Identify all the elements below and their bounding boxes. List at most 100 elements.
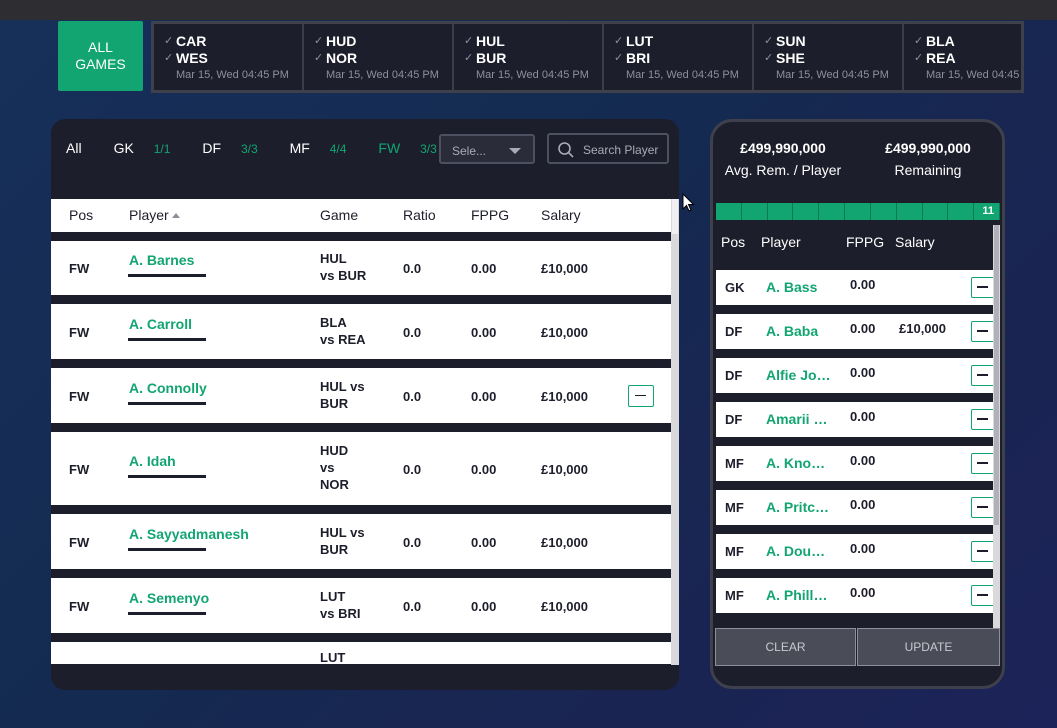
game-line: LUT [320,650,346,664]
player-name-link[interactable]: A. Connolly [129,379,207,396]
game-line: BLA [320,315,347,330]
clear-button[interactable]: CLEAR [715,628,856,666]
player-salary: £10,000 [541,324,588,340]
lineup-row[interactable]: MF A. Kno… 0.00 [716,446,993,481]
filter-fw[interactable]: FW 3/3 [378,140,452,156]
game-select-dropdown[interactable]: Sele... [439,134,535,164]
lineup-salary: £10,000 [899,321,946,336]
game-card[interactable]: ✓ HUL ✓ BUR Mar 15, Wed 04:45 PM [454,24,604,90]
lineup-player-link[interactable]: A. Phill… [766,587,828,603]
check-icon: ✓ [914,35,924,47]
lineup-scrollbar[interactable] [993,225,1000,628]
game-card[interactable]: ✓ SUN ✓ SHE Mar 15, Wed 04:45 PM [754,24,904,90]
player-name-link[interactable]: A. Semenyo [129,589,210,606]
check-icon: ✓ [314,52,324,64]
filter-gk[interactable]: GK 1/1 [114,140,187,156]
remove-lineup-player-button[interactable] [971,541,993,562]
player-name-link[interactable]: A. Sayyadmanesh [129,525,249,542]
col-fppg[interactable]: FPPG [471,207,510,223]
lineup-pos: DF [725,412,743,427]
lineup-fppg: 0.00 [850,497,876,512]
lineup-player-link[interactable]: A. Bass [766,279,818,295]
remove-lineup-player-button[interactable] [971,365,993,386]
update-button[interactable]: UPDATE [857,628,1000,666]
scrollbar-thumb[interactable] [672,199,678,234]
player-fppg: 0.00 [471,461,497,477]
remove-lineup-player-button[interactable] [971,321,993,342]
lineup-progress-segment [948,203,975,220]
filter-gk-label: GK [113,140,134,156]
remove-lineup-player-button[interactable] [971,497,993,518]
lineup-row[interactable]: DF Alfie Jo… 0.00 [716,358,993,393]
game-select-value: Sele... [452,144,487,158]
filter-all[interactable]: All [66,140,98,156]
player-pos: FW [69,598,90,614]
col-pos[interactable]: Pos [69,207,94,223]
col-salary[interactable]: Salary [541,207,581,223]
lineup-progress-bar: 11 [716,203,1000,220]
player-name-underline [128,274,206,277]
player-table-scrollbar[interactable] [671,199,679,665]
away-team-code: BRI [626,49,651,66]
game-line: NOR [320,477,349,492]
home-team-code: HUD [326,32,357,49]
remove-player-button[interactable] [628,384,654,407]
filter-fw-label: FW [378,140,401,156]
player-name-link[interactable]: A. Idah [129,452,176,469]
lineup-row[interactable]: MF A. Phill… 0.00 [716,578,993,613]
player-fppg: 0.00 [471,598,497,614]
game-away-team: ✓ NOR [314,49,452,66]
remove-lineup-player-button[interactable] [971,277,993,298]
chevron-down-icon [509,148,521,154]
game-card[interactable]: ✓ HUD ✓ NOR Mar 15, Wed 04:45 PM [304,24,454,90]
game-card[interactable]: ✓ LUT ✓ BRI Mar 15, Wed 04:45 PM [604,24,754,90]
table-row[interactable]: FW A. Barnes HUL vs BUR 0.0 0.00 £10,000 [51,241,671,295]
remove-lineup-player-button[interactable] [971,409,993,430]
lineup-scrollbar-thumb[interactable] [994,225,999,525]
lineup-row[interactable]: MF A. Dou… 0.00 [716,534,993,569]
table-row[interactable]: FW A. Connolly HUL vs BUR 0.0 0.00 £10,000 [51,368,671,423]
player-name-link[interactable]: A. Barnes [129,252,195,268]
lineup-player-link[interactable]: A. Kno… [766,455,826,471]
remove-lineup-player-button[interactable] [971,585,993,606]
filter-mf[interactable]: MF 4/4 [290,140,363,156]
col-ratio[interactable]: Ratio [403,207,436,223]
lineup-player-link[interactable]: A. Baba [766,323,819,339]
lineup-progress-segment [742,203,768,220]
search-player-input[interactable]: Search Player [547,133,669,164]
filter-df[interactable]: DF 3/3 [202,140,273,156]
lineup-row[interactable]: MF A. Pritc… 0.00 [716,490,993,525]
lineup-player-link[interactable]: Alfie Jo… [766,367,831,383]
lineup-row[interactable]: GK A. Bass 0.00 [716,270,993,305]
lineup-pos: GK [725,280,745,295]
lineup-row[interactable]: DF A. Baba 0.00 £10,000 [716,314,993,349]
player-fppg: 0.00 [471,261,497,276]
player-fppg: 0.00 [471,324,497,340]
games-bar: ✓ CAR ✓ WES Mar 15, Wed 04:45 PM ✓ HUD ✓ NOR Mar … [151,21,1024,93]
check-icon: ✓ [314,35,324,47]
col-player[interactable]: Player [129,207,180,223]
lineup-fppg: 0.00 [850,277,876,292]
player-ratio: 0.0 [403,534,422,550]
lineup-panel: £499,990,000 Avg. Rem. / Player £499,990… [710,119,1005,689]
player-game: HUL vs BUR [320,525,365,559]
game-date: Mar 15, Wed 04:45 PM [776,69,889,81]
lineup-player-link[interactable]: Amarii … [766,411,828,427]
table-row[interactable]: FW A. Semenyo LUT vs BRI 0.0 0.00 £10,000 [51,578,671,633]
lineup-row[interactable]: DF Amarii … 0.00 [716,402,993,437]
game-card[interactable]: ✓ CAR ✓ WES Mar 15, Wed 04:45 PM [154,24,304,90]
all-games-button[interactable]: ALL GAMES [58,21,143,91]
table-row[interactable]: FW A. Sayyadmanesh HUL vs BUR 0.0 0.00 £10,000 [51,514,671,569]
table-row[interactable]: FW A. Idah HUD vs NOR 0.0 0.00 £10,000 [51,432,671,505]
col-game[interactable]: Game [320,207,359,223]
game-away-team: ✓ WES [164,49,302,66]
game-line: HUL vs [320,379,365,394]
table-row[interactable]: FW A. Carroll BLA vs REA 0.0 0.00 £10,000 [51,304,671,359]
lineup-player-link[interactable]: A. Dou… [766,543,826,559]
table-row[interactable]: LUT [51,642,671,664]
lineup-player-link[interactable]: A. Pritc… [766,499,830,515]
check-icon: ✓ [914,52,924,64]
player-name-link[interactable]: A. Carroll [129,315,193,332]
remove-lineup-player-button[interactable] [971,453,993,474]
